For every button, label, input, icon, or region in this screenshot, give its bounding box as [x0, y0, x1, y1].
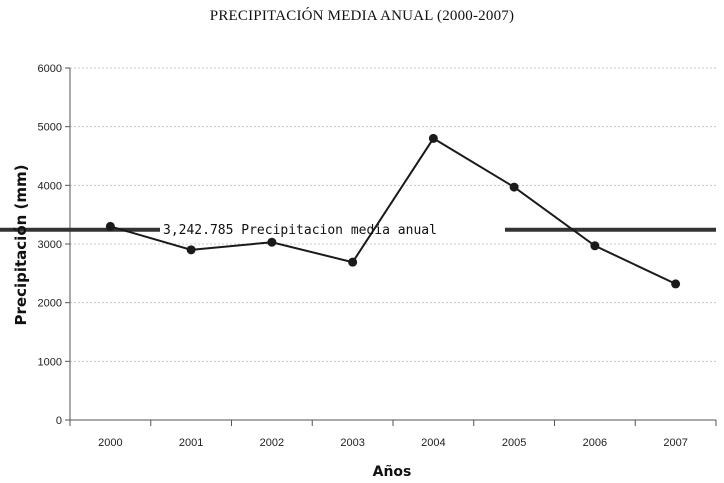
data-point-2007	[671, 279, 681, 289]
x-axis-label: Años	[373, 464, 412, 480]
data-point-2000	[105, 221, 115, 231]
x-tick-label: 2005	[502, 437, 526, 449]
data-point-2002	[267, 237, 277, 247]
chart-title: PRECIPITACIÓN MEDIA ANUAL (2000-2007)	[209, 8, 515, 24]
reference-line-group: 3,242.785 Precipitacion media anual	[0, 223, 716, 238]
series-group	[105, 133, 681, 289]
y-axis-label: Precipitación (mm)	[12, 165, 30, 326]
y-tick-label: 6000	[38, 63, 62, 75]
x-tick-label: 2000	[98, 437, 122, 449]
x-tick-label: 2004	[421, 437, 445, 449]
x-tick-label: 2006	[583, 437, 607, 449]
y-tick-label: 1000	[38, 356, 62, 368]
gridlines	[70, 67, 716, 362]
mean-line-label: 3,242.785 Precipitacion media anual	[163, 223, 437, 238]
axes: 0 1000 2000 3000 4000 5000 6000 2000 2001 2002 200…	[38, 63, 717, 449]
data-point-2001	[186, 245, 196, 255]
x-tick-label: 2002	[260, 437, 284, 449]
x-tick-label: 2007	[663, 437, 687, 449]
data-point-2003	[348, 257, 358, 267]
y-tick-label: 3000	[38, 239, 62, 251]
series-line	[110, 137, 677, 285]
data-point-2006	[590, 241, 600, 251]
y-tick-label: 5000	[38, 122, 62, 134]
y-tick-label: 0	[56, 415, 62, 427]
x-tick-label: 2001	[179, 437, 203, 449]
data-point-2005	[509, 182, 519, 192]
y-tick-label: 2000	[38, 298, 62, 310]
x-tick-label: 2003	[340, 437, 364, 449]
y-tick-label: 4000	[38, 180, 62, 192]
data-point-2004	[428, 133, 438, 143]
